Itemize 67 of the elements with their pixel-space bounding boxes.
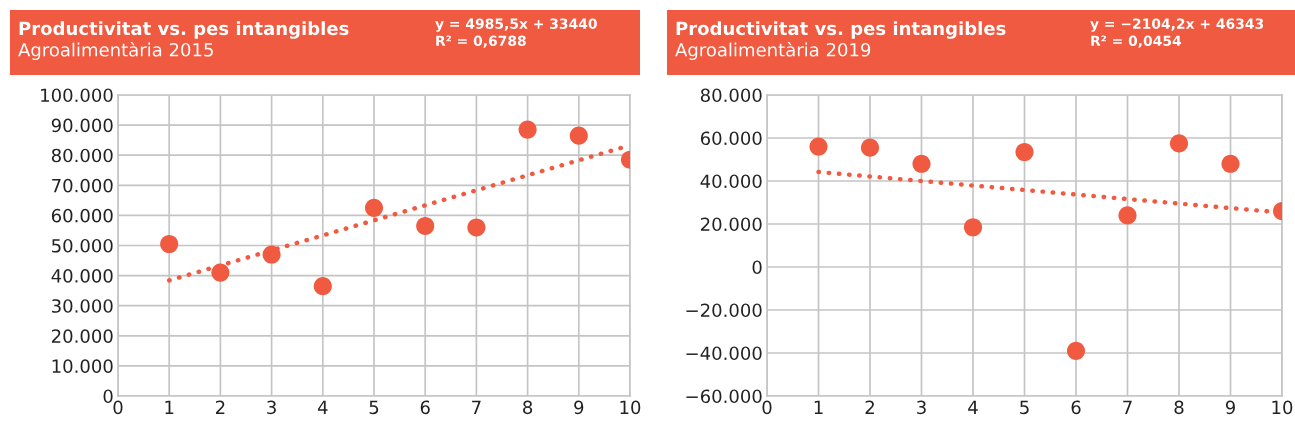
text: y = −2104,2x + 46343 [1090,18,1264,32]
y-tick-label: 40.000 [700,174,762,189]
x-tick-label: 0 [762,400,772,415]
point [262,245,281,264]
x-tick-label: 4 [317,400,328,414]
x-tick-label: 1 [165,400,174,414]
y-tick-label: 100.000 [41,88,113,103]
x-tick-label: 5 [369,400,379,415]
y-tick-label: 20.000 [700,217,762,232]
y-tick-label: 60.000 [51,208,113,223]
x-tick-label: 8 [1174,400,1184,415]
x-tick-label: 8 [523,400,533,415]
y-tick-label: 70.000 [52,178,113,193]
x-tick-label: 10 [1272,400,1293,415]
point [860,138,880,157]
point [809,137,828,156]
text: y = 4985,5x + 33440 [435,18,597,32]
text: R² = 0,0454 [1091,35,1182,48]
y-tick-label: 30.000 [52,299,113,313]
y-tick-label: 0 [752,260,762,275]
chart-subtitle: Agroalimentària 2019 [675,41,871,61]
x-tick-label: 7 [1123,400,1132,414]
x-tick-label: 5 [1020,400,1029,415]
point [1169,134,1189,153]
point [313,277,332,296]
y-tick-label: 0 [103,389,113,404]
y-tick-label: 40.000 [51,269,113,283]
y-tick-label: 90.000 [51,118,113,133]
point [211,263,230,282]
x-tick-label: 4 [968,400,978,414]
x-tick-label: 10 [620,400,641,415]
chart-title: Productivitat vs. pes intangibles [19,21,349,39]
x-tick-label: 7 [472,400,481,414]
y-tick-label: 20.000 [51,329,113,343]
x-tick-label: 9 [574,400,584,415]
point [1015,142,1034,162]
x-tick-label: 3 [267,400,276,415]
point [467,218,486,237]
text: R² = 0,6788 [436,35,526,48]
y-tick-label: 80.000 [51,148,113,163]
x-tick-label: 0 [113,400,123,415]
point [1221,154,1240,173]
point [160,234,179,254]
point [1118,206,1137,225]
point [569,126,588,145]
chart-title: Productivitat vs. pes intangibles [676,21,1006,39]
x-tick-label: 3 [917,400,926,415]
y-tick-label: −60.000 [686,389,762,404]
chart-subtitle: Agroalimentària 2015 [18,41,213,61]
x-tick-label: 6 [1071,400,1081,415]
x-tick-label: 2 [865,400,874,414]
x-tick-label: 1 [814,400,823,414]
point [364,198,384,217]
y-tick-label: 10.000 [52,359,113,374]
point [963,218,983,237]
y-tick-label: −40.000 [686,346,762,361]
y-tick-label: −20.000 [686,303,762,318]
point [518,120,537,139]
point [912,154,931,173]
y-tick-label: 60.000 [700,131,762,146]
x-tick-label: 9 [1225,400,1235,415]
x-tick-label: 2 [215,400,225,414]
y-tick-label: 50.000 [52,238,113,253]
point [416,216,435,235]
point [1066,341,1086,360]
y-tick-label: 80.000 [700,88,762,103]
x-tick-label: 6 [420,400,430,415]
